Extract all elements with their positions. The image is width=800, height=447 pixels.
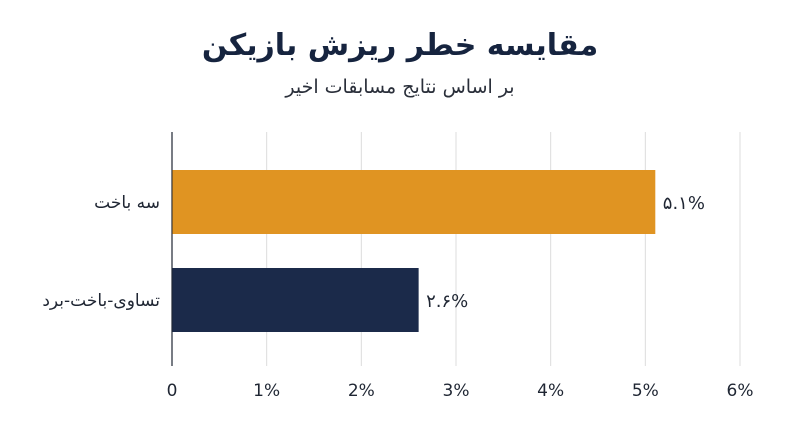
data-label-1: ۲.۶%	[426, 291, 468, 312]
x-tick-label-4: 4%	[537, 381, 564, 401]
category-label-0: سه باخت	[94, 193, 160, 213]
x-tick-label-2: 2%	[348, 381, 375, 401]
bar-0	[172, 170, 656, 234]
x-tick-label-1: 1%	[253, 381, 280, 401]
chart-title: مقایسه خطر ریزش بازیکن	[201, 28, 599, 63]
bar-1	[172, 268, 419, 332]
category-label-1: تساوی-باخت-برد	[42, 291, 160, 311]
x-tick-label-5: 5%	[632, 381, 659, 401]
x-tick-label-3: 3%	[443, 381, 470, 401]
x-tick-label-6: 6%	[727, 381, 754, 401]
x-tick-label-0: 0	[167, 381, 178, 401]
chart-subtitle: بر اساس نتایج مسابقات اخیر	[285, 76, 515, 98]
data-label-0: ۵.۱%	[663, 193, 705, 214]
